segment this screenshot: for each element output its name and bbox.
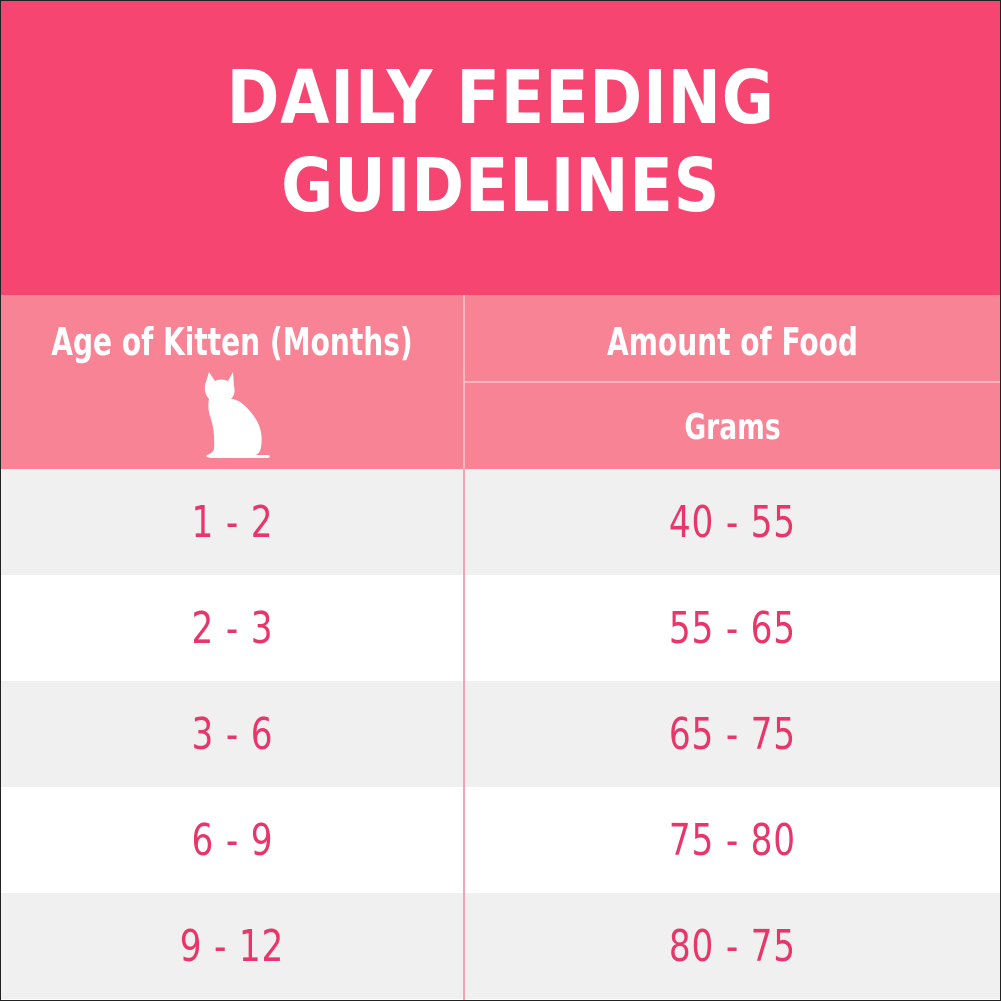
table-row: 3 - 6 65 - 75	[1, 681, 1000, 787]
amount-cell: 65 - 75	[668, 708, 796, 760]
title-line-1: DAILY FEEDING	[226, 55, 775, 141]
table-row: 9 - 12 80 - 75	[1, 893, 1000, 999]
header-row-divider	[465, 381, 1000, 383]
amount-cell: 55 - 65	[668, 602, 796, 654]
table-row: 6 - 9 75 - 80	[1, 787, 1000, 893]
body-column-divider	[463, 469, 465, 1000]
age-cell: 9 - 12	[179, 920, 285, 972]
amount-cell: 80 - 75	[668, 920, 796, 972]
page-title: DAILY FEEDING GUIDELINES	[226, 54, 774, 230]
age-cell: 1 - 2	[191, 496, 273, 548]
age-cell: 6 - 9	[191, 814, 273, 866]
title-line-2: GUIDELINES	[280, 143, 721, 229]
age-column-header: Age of Kitten (Months)	[51, 320, 413, 364]
amount-cell: 75 - 80	[668, 814, 796, 866]
unit-subheader: Grams	[684, 407, 781, 448]
table-row: 2 - 3 55 - 65	[1, 575, 1000, 681]
cat-silhouette-icon	[204, 372, 270, 458]
age-cell: 2 - 3	[191, 602, 273, 654]
amount-cell: 40 - 55	[668, 496, 796, 548]
title-band: DAILY FEEDING GUIDELINES	[1, 1, 1000, 295]
table-header: Age of Kitten (Months) Amount of Food Gr…	[1, 295, 1000, 469]
table-row: 1 - 2 40 - 55	[1, 469, 1000, 575]
header-column-divider	[463, 295, 465, 469]
age-cell: 3 - 6	[191, 708, 273, 760]
amount-column-header: Amount of Food	[607, 320, 858, 364]
table-body: 1 - 2 40 - 55 2 - 3 55 - 65 3 - 6 65 - 7…	[1, 469, 1000, 999]
